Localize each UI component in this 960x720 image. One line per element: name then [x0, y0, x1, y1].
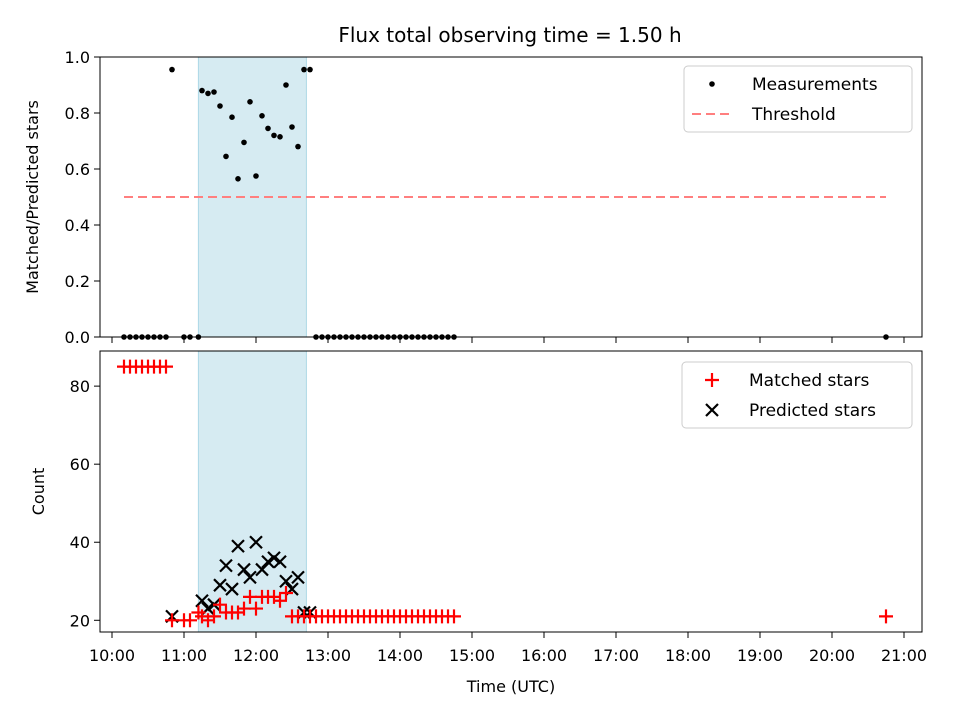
- x-tick-label: 18:00: [665, 646, 711, 665]
- matched-star-point: [183, 613, 197, 628]
- predicted-star-point: [231, 539, 245, 553]
- x-tick-label: 13:00: [305, 646, 351, 665]
- measurement-point: [169, 66, 175, 73]
- legend-box-top: [683, 65, 913, 133]
- matched-star-point: [207, 609, 221, 624]
- x-tick-label: 11:00: [161, 646, 207, 665]
- x-tick-label: 21:00: [881, 646, 927, 665]
- legend-marker-predicted: [705, 403, 719, 417]
- matched-star-point: [159, 359, 173, 374]
- measurement-point: [265, 125, 271, 132]
- predicted-star-point: [213, 578, 227, 592]
- legend-label-predicted: Predicted stars: [749, 401, 876, 421]
- predicted-star-point: [255, 562, 269, 577]
- legend-top: Measurements Threshold: [683, 65, 913, 133]
- measurement-point: [223, 153, 229, 160]
- x-axis-label: Time (UTC): [466, 677, 555, 696]
- predicted-star-point: [249, 535, 263, 550]
- measurement-point: [247, 99, 253, 105]
- predicted-star-point: [243, 570, 257, 585]
- predicted-star-point: [225, 582, 239, 596]
- y-tick-label-bottom: 60: [70, 455, 90, 474]
- matched-star-point: [879, 609, 893, 624]
- legend-label-matched: Matched stars: [749, 371, 869, 391]
- y-tick-label-top: 0.2: [65, 272, 90, 291]
- measurement-point: [205, 90, 211, 97]
- predicted-star-point: [267, 551, 281, 565]
- predicted-star-point: [261, 554, 275, 569]
- chart-title: Flux total observing time = 1.50 h: [338, 23, 681, 47]
- ticks-bottom: 20 40 60 80 10:00 11:00 12:00 13:00 14:00 15:00 16…: [70, 377, 927, 665]
- matched-star-point: [243, 589, 257, 604]
- measurement-point: [217, 103, 223, 109]
- measurement-point: [199, 87, 205, 94]
- measurement-point: [271, 132, 277, 139]
- legend-marker-matched: [705, 373, 719, 387]
- x-tick-label: 16:00: [521, 646, 567, 665]
- matched-star-point: [273, 593, 287, 608]
- matched-star-point: [447, 609, 461, 624]
- predicted-star-point: [195, 594, 209, 608]
- x-tick-label: 10:00: [89, 646, 135, 665]
- axes-frame-top: [99, 56, 923, 338]
- measurement-point: [235, 176, 241, 182]
- y-tick-label-top: 0.4: [65, 216, 90, 235]
- panel-ratio: 0.0 0.2 0.4 0.6 0.8 1.0 Matched/Predicted sta…: [23, 48, 923, 347]
- x-tick-label: 14:00: [377, 646, 423, 665]
- measurement-point: [301, 66, 307, 73]
- measurement-point: [253, 173, 259, 179]
- y-axis-label-top: Matched/Predicted stars: [23, 100, 42, 294]
- legend-box-bottom: [681, 361, 913, 429]
- ticks-top: 0.0 0.2 0.4 0.6 0.8 1.0: [65, 48, 905, 347]
- measurement-point: [241, 139, 247, 146]
- measurement-point: [211, 89, 217, 95]
- predicted-star-point: [219, 558, 233, 573]
- legend-label-measurements: Measurements: [752, 75, 878, 95]
- predicted-star-point: [291, 570, 305, 585]
- measurement-point: [229, 114, 235, 120]
- predicted-star-point: [237, 562, 251, 577]
- y-tick-label-top: 1.0: [65, 48, 90, 67]
- measurement-point: [295, 143, 301, 150]
- predicted-star-point: [273, 554, 287, 569]
- measurement-point: [283, 82, 289, 88]
- legend-marker-measurements: [709, 81, 715, 87]
- y-tick-label-bottom: 40: [70, 533, 90, 552]
- measurement-point: [289, 124, 295, 130]
- y-tick-label-bottom: 80: [70, 377, 90, 396]
- predicted-star-point: [279, 574, 293, 589]
- legend-bottom: Matched stars Predicted stars: [681, 361, 913, 429]
- matched-star-point: [237, 601, 251, 616]
- x-tick-label: 20:00: [809, 646, 855, 665]
- y-tick-label-top: 0.8: [65, 104, 90, 123]
- matched-star-point: [213, 597, 227, 612]
- x-tick-label: 19:00: [737, 646, 783, 665]
- matched-star-point: [249, 601, 263, 616]
- x-tick-label: 15:00: [449, 646, 495, 665]
- y-tick-label-bottom: 20: [70, 611, 90, 630]
- matched-star-points: [117, 359, 893, 628]
- y-axis-label-bottom: Count: [29, 468, 48, 516]
- axes-frame-bottom: [99, 350, 923, 633]
- panel-count: 20 40 60 80 10:00 11:00 12:00 13:00 14:00 15:00 16…: [29, 350, 927, 696]
- measurement-point: [259, 113, 265, 119]
- matched-star-point: [165, 613, 179, 628]
- y-tick-label-top: 0.6: [65, 160, 90, 179]
- measurement-point: [307, 66, 313, 73]
- x-tick-label: 17:00: [593, 646, 639, 665]
- y-tick-label-top: 0.0: [65, 328, 90, 347]
- predicted-star-points: [165, 535, 317, 624]
- x-tick-label: 12:00: [233, 646, 279, 665]
- matched-star-point: [279, 585, 293, 600]
- legend-label-threshold: Threshold: [751, 105, 836, 125]
- measurement-point: [277, 134, 283, 140]
